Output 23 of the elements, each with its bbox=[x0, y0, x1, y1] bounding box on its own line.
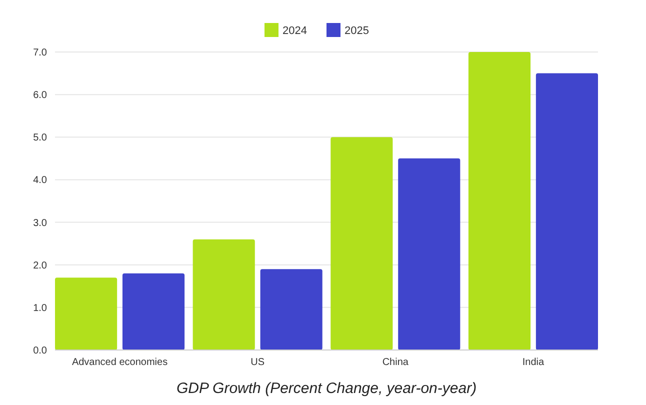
bar bbox=[330, 137, 393, 350]
legend-label: 2024 bbox=[282, 24, 307, 37]
y-tick-label: 1.0 bbox=[33, 302, 48, 314]
y-tick-label: 6.0 bbox=[33, 90, 48, 102]
x-tick-label: US bbox=[250, 357, 265, 368]
y-tick-label: 4.0 bbox=[33, 175, 48, 186]
y-tick-label: 3.0 bbox=[33, 218, 48, 229]
bar bbox=[260, 269, 322, 350]
y-tick-label: 2.0 bbox=[33, 260, 48, 272]
x-tick-label: India bbox=[522, 357, 545, 368]
bar bbox=[536, 73, 598, 350]
bar bbox=[468, 52, 531, 350]
legend-label: 2025 bbox=[344, 24, 369, 37]
x-tick-label: Advanced economies bbox=[72, 357, 168, 368]
bar bbox=[122, 273, 185, 350]
y-tick-label: 7.0 bbox=[33, 48, 48, 58]
y-tick-label: 0.0 bbox=[33, 346, 48, 356]
bar bbox=[192, 239, 255, 350]
y-tick-label: 5.0 bbox=[33, 132, 48, 144]
x-tick-label: China bbox=[382, 357, 409, 368]
bar bbox=[398, 158, 460, 350]
bar bbox=[55, 278, 118, 350]
text: GDP Growth (Percent Change, year-on-year) bbox=[176, 380, 477, 397]
